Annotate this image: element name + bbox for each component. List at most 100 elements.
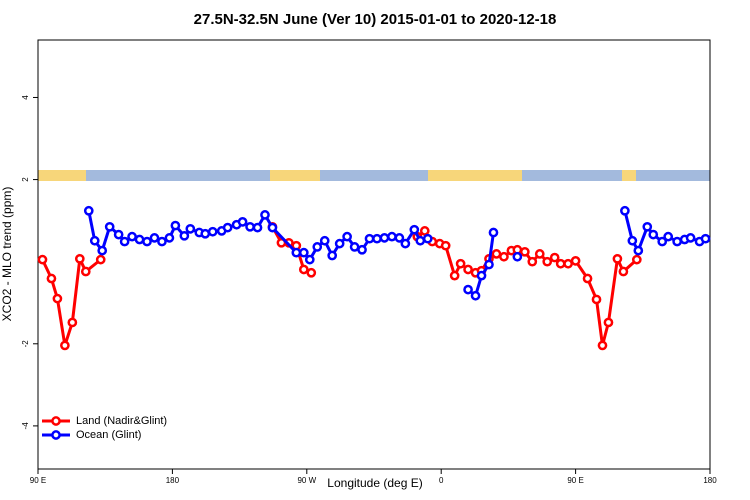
x-tick-label: 90 W	[297, 476, 316, 485]
point	[372, 233, 382, 244]
point	[185, 223, 196, 234]
point	[364, 233, 375, 244]
point	[260, 210, 270, 220]
point	[591, 294, 602, 305]
point	[415, 235, 426, 246]
x-tick-label: 90 E	[30, 476, 46, 485]
point	[700, 233, 711, 244]
point	[440, 240, 451, 251]
y-axis-label: XCO2 - MLO trend (ppm)	[0, 187, 14, 322]
point	[252, 222, 263, 233]
point	[306, 267, 317, 278]
point	[304, 254, 315, 265]
y-tick-label: -4	[21, 422, 30, 430]
point	[334, 238, 345, 249]
point	[357, 244, 367, 255]
point	[657, 236, 668, 247]
point	[527, 256, 538, 267]
point	[95, 254, 106, 265]
point	[612, 253, 623, 264]
point	[470, 290, 481, 301]
legend-marker	[51, 430, 61, 440]
point	[555, 258, 566, 269]
point	[394, 233, 405, 243]
point	[422, 233, 433, 244]
point	[74, 253, 85, 264]
point	[298, 264, 309, 275]
point	[46, 273, 57, 284]
point	[52, 293, 63, 304]
point	[512, 251, 523, 262]
point	[127, 231, 137, 242]
point	[170, 220, 181, 231]
point	[134, 234, 145, 245]
point	[476, 270, 487, 281]
point	[542, 256, 553, 267]
point	[488, 227, 499, 238]
point	[620, 205, 630, 216]
point	[419, 226, 430, 236]
point	[449, 270, 460, 281]
point	[207, 226, 218, 237]
point	[663, 231, 674, 242]
point	[387, 231, 397, 242]
point	[549, 252, 560, 263]
x-tick-label: 180	[166, 476, 180, 485]
point	[89, 235, 100, 246]
point	[455, 258, 466, 269]
point	[379, 233, 390, 243]
point	[618, 266, 629, 277]
point	[37, 254, 48, 265]
point	[142, 236, 152, 247]
point	[570, 256, 581, 266]
y-tick-label: 2	[21, 177, 30, 182]
legend-marker	[51, 416, 61, 426]
point	[113, 229, 124, 240]
point	[534, 249, 545, 259]
point	[97, 245, 108, 256]
point	[291, 247, 302, 258]
point	[83, 205, 94, 216]
point	[463, 284, 473, 295]
point	[222, 222, 233, 233]
point	[80, 266, 91, 277]
point	[685, 233, 696, 243]
chart-title: 27.5N-32.5N June (Ver 10) 2015-01-01 to …	[194, 11, 557, 28]
point	[164, 233, 175, 243]
y-tick-label: 4	[21, 95, 30, 100]
point	[200, 228, 211, 239]
legend-label: Land (Nadir&Glint)	[76, 415, 167, 427]
point	[499, 251, 509, 262]
point	[104, 221, 115, 232]
point	[342, 231, 352, 242]
point	[491, 249, 502, 259]
point	[648, 229, 659, 240]
point	[582, 273, 593, 284]
point	[597, 340, 608, 351]
point	[563, 258, 573, 269]
point	[157, 236, 167, 247]
x-tick-label: 90 E	[567, 476, 583, 485]
point	[67, 317, 78, 328]
point	[319, 235, 330, 246]
point	[627, 235, 638, 246]
point	[400, 238, 411, 249]
legend-label: Ocean (Glint)	[76, 429, 141, 441]
point	[519, 246, 530, 257]
point	[349, 242, 360, 252]
point	[267, 222, 278, 233]
point	[298, 247, 309, 258]
point	[60, 340, 70, 351]
point	[672, 236, 682, 247]
x-tick-label: 180	[703, 476, 717, 485]
point	[631, 254, 642, 265]
point	[327, 250, 338, 261]
point	[149, 233, 160, 243]
point	[409, 224, 420, 235]
point	[179, 230, 190, 241]
point	[245, 221, 255, 232]
point	[603, 317, 614, 328]
plot-frame	[37, 39, 711, 470]
point	[463, 264, 473, 275]
